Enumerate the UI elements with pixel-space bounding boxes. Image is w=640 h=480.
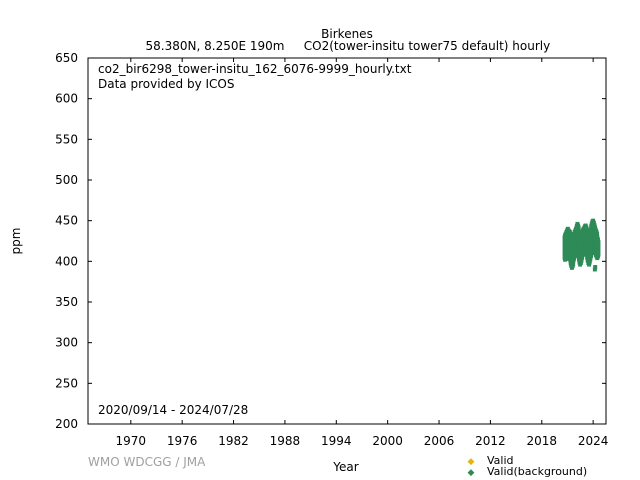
y-tick-label: 450: [55, 214, 78, 228]
provider-label: Data provided by ICOS: [98, 77, 234, 91]
y-axis-label: ppm: [9, 228, 23, 255]
file-name-label: co2_bir6298_tower-insitu_162_6076-9999_h…: [98, 62, 412, 76]
y-tick-label: 550: [55, 132, 78, 146]
y-tick-label: 500: [55, 173, 78, 187]
x-tick-label: 1970: [116, 434, 147, 448]
y-tick-label: 600: [55, 92, 78, 106]
legend-label-background: Valid(background): [487, 465, 587, 478]
y-tick-label: 350: [55, 295, 78, 309]
x-axis-label: Year: [332, 460, 358, 474]
x-tick-label: 2024: [578, 434, 609, 448]
x-tick-label: 1988: [270, 434, 301, 448]
data-points: [562, 218, 601, 272]
watermark-label: WMO WDCGG / JMA: [88, 455, 206, 469]
x-tick-label: 2012: [475, 434, 506, 448]
legend-marker-valid: ◆: [468, 457, 475, 467]
plot-frame: [87, 57, 607, 425]
y-tick-label: 400: [55, 254, 78, 268]
chart-title-station: Birkenes: [321, 27, 373, 41]
x-tick-label: 2000: [372, 434, 403, 448]
x-tick-label: 1982: [218, 434, 249, 448]
x-tick-label: 2018: [527, 434, 558, 448]
data-point-background: [593, 265, 598, 270]
chart-subtitle-location: 58.380N, 8.250E 190m: [146, 39, 285, 53]
axis-ticks: 1970 1976 1982 1988 1994 2000 2006 2012 2018 2024…: [55, 51, 608, 448]
legend-label-valid: Valid: [487, 454, 514, 467]
y-tick-label: 650: [55, 51, 78, 65]
y-tick-label: 250: [55, 376, 78, 390]
y-tick-label: 300: [55, 336, 78, 350]
x-tick-label: 1976: [167, 434, 198, 448]
y-tick-label: 200: [55, 417, 78, 431]
x-tick-label: 1994: [321, 434, 352, 448]
chart-subtitle-series: CO2(tower-insitu tower75 default) hourly: [304, 39, 550, 53]
x-tick-label: 2006: [424, 434, 455, 448]
legend: ◆ Valid ◆ Valid(background): [468, 454, 588, 478]
legend-marker-background: ◆: [468, 468, 475, 478]
period-label: 2020/09/14 - 2024/07/28: [98, 403, 248, 417]
data-point-background: [592, 267, 597, 272]
